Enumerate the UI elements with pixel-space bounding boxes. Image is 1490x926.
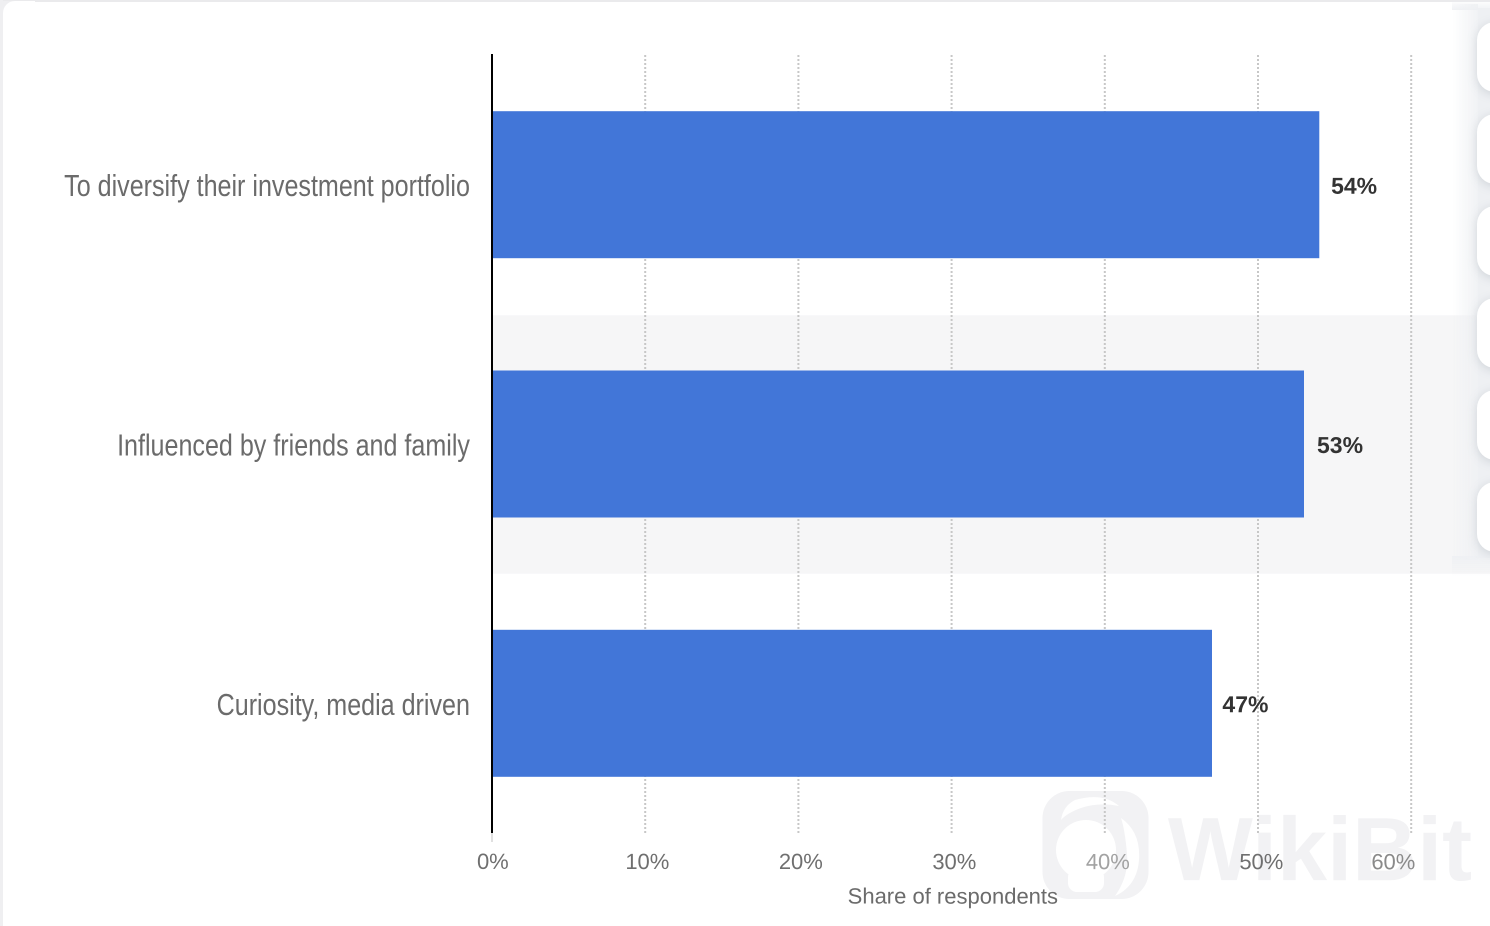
svg-text:50%: 50% [1239, 849, 1283, 874]
svg-text:54%: 54% [1331, 173, 1377, 199]
svg-text:60%: 60% [1371, 849, 1415, 874]
svg-text:Curiosity, media driven: Curiosity, media driven [217, 686, 470, 721]
svg-text:WikiBit: WikiBit [1168, 800, 1472, 900]
svg-text:30%: 30% [932, 849, 976, 874]
svg-text:To diversify their investment: To diversify their investment portfolio [64, 168, 470, 203]
svg-text:10%: 10% [625, 849, 669, 874]
svg-text:Share of respondents: Share of respondents [848, 884, 1058, 909]
svg-text:20%: 20% [779, 849, 823, 874]
svg-text:0%: 0% [477, 849, 509, 874]
svg-text:Influenced by friends and fami: Influenced by friends and family [117, 427, 471, 462]
svg-text:47%: 47% [1222, 691, 1268, 717]
svg-text:53%: 53% [1317, 432, 1363, 458]
svg-text:40%: 40% [1086, 849, 1130, 874]
